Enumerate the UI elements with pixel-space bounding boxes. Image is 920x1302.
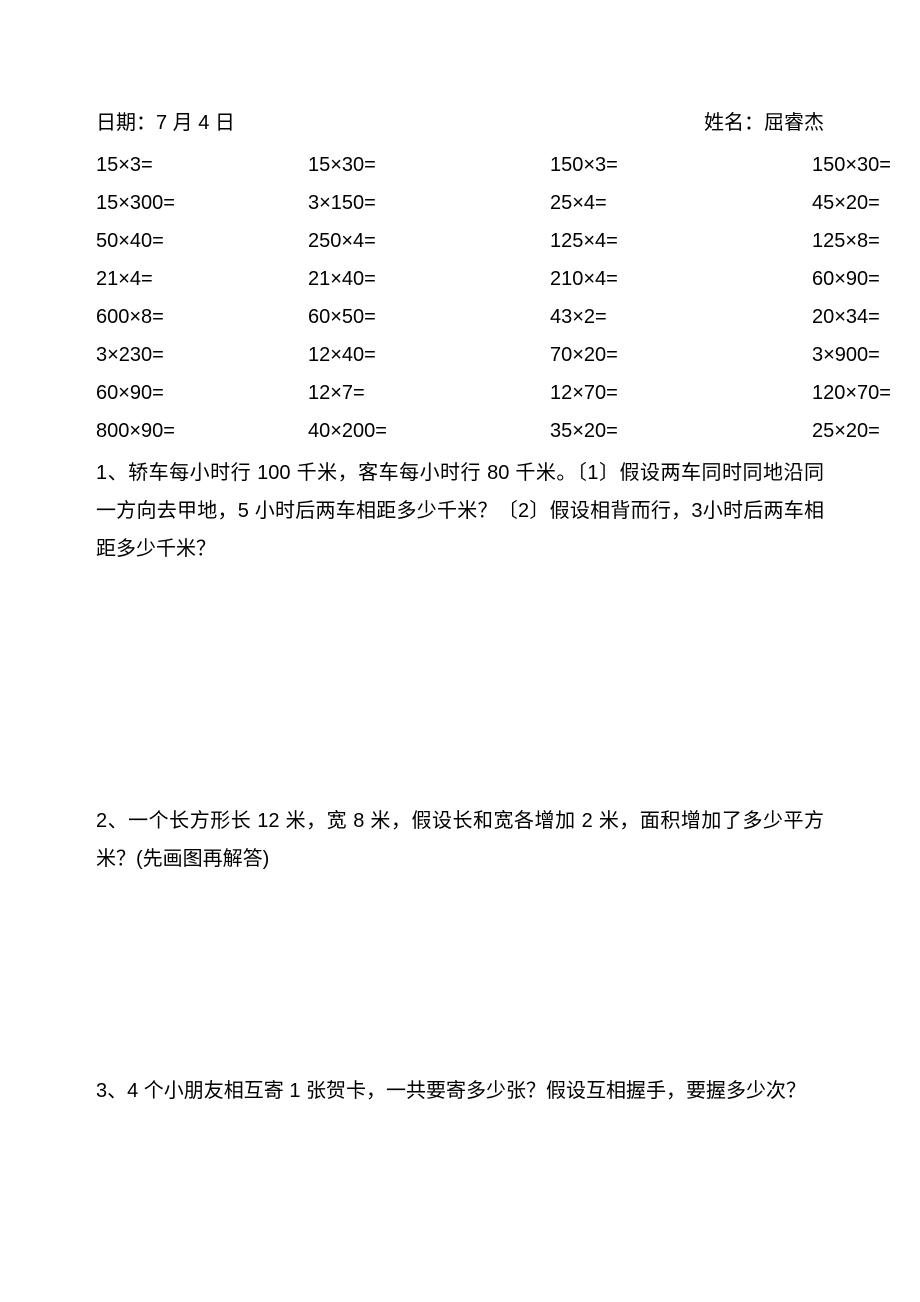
math-cell: 15×30= — [278, 146, 490, 184]
math-cell: 60×90= — [96, 374, 278, 412]
math-cell: 60×90= — [732, 260, 920, 298]
math-cell: 25×20= — [732, 412, 920, 450]
math-cell: 150×30= — [732, 146, 920, 184]
math-cell: 20×34= — [732, 298, 920, 336]
math-cell: 800×90= — [96, 412, 278, 450]
math-row: 800×90= 40×200= 35×20= 25×20= — [96, 412, 824, 450]
math-row: 60×90= 12×7= 12×70= 120×70= — [96, 374, 824, 412]
math-cell: 12×7= — [278, 374, 490, 412]
math-cell: 250×4= — [278, 222, 490, 260]
math-cell: 150×3= — [490, 146, 732, 184]
math-cell: 210×4= — [490, 260, 732, 298]
math-cell: 15×300= — [96, 184, 278, 222]
header-row: 日期：7 月 4 日 姓名：屈睿杰 — [96, 104, 824, 142]
math-row: 15×300= 3×150= 25×4= 45×20= — [96, 184, 824, 222]
math-cell: 25×4= — [490, 184, 732, 222]
math-cell: 70×20= — [490, 336, 732, 374]
math-cell: 3×150= — [278, 184, 490, 222]
math-cell: 120×70= — [732, 374, 920, 412]
math-cell: 40×200= — [278, 412, 490, 450]
math-row: 50×40= 250×4= 125×4= 125×8= — [96, 222, 824, 260]
problem-3: 3、4 个小朋友相互寄 1 张贺卡，一共要寄多少张？假设互相握手，要握多少次？ — [96, 1072, 824, 1110]
answer-space-2 — [96, 878, 824, 1068]
math-cell: 15×3= — [96, 146, 278, 184]
name-label: 姓名：屈睿杰 — [704, 104, 824, 142]
math-cell: 21×40= — [278, 260, 490, 298]
math-cell: 125×8= — [732, 222, 920, 260]
math-cell: 3×900= — [732, 336, 920, 374]
answer-space-1 — [96, 568, 824, 798]
math-cell: 600×8= — [96, 298, 278, 336]
problem-2: 2、一个长方形长 12 米，宽 8 米，假设长和宽各增加 2 米，面积增加了多少… — [96, 802, 824, 878]
math-row: 600×8= 60×50= 43×2= 20×34= — [96, 298, 824, 336]
math-cell: 50×40= — [96, 222, 278, 260]
math-cell: 3×230= — [96, 336, 278, 374]
math-cell: 35×20= — [490, 412, 732, 450]
math-cell: 45×20= — [732, 184, 920, 222]
math-row: 3×230= 12×40= 70×20= 3×900= — [96, 336, 824, 374]
math-cell: 125×4= — [490, 222, 732, 260]
math-cell: 60×50= — [278, 298, 490, 336]
math-cell: 12×70= — [490, 374, 732, 412]
problem-1: 1、轿车每小时行 100 千米，客车每小时行 80 千米。〔1〕假设两车同时同地… — [96, 454, 824, 568]
math-cell: 12×40= — [278, 336, 490, 374]
math-row: 21×4= 21×40= 210×4= 60×90= — [96, 260, 824, 298]
math-cell: 43×2= — [490, 298, 732, 336]
math-grid: 15×3= 15×30= 150×3= 150×30= 15×300= 3×15… — [96, 146, 824, 450]
math-cell: 21×4= — [96, 260, 278, 298]
date-label: 日期：7 月 4 日 — [96, 104, 235, 142]
math-row: 15×3= 15×30= 150×3= 150×30= — [96, 146, 824, 184]
